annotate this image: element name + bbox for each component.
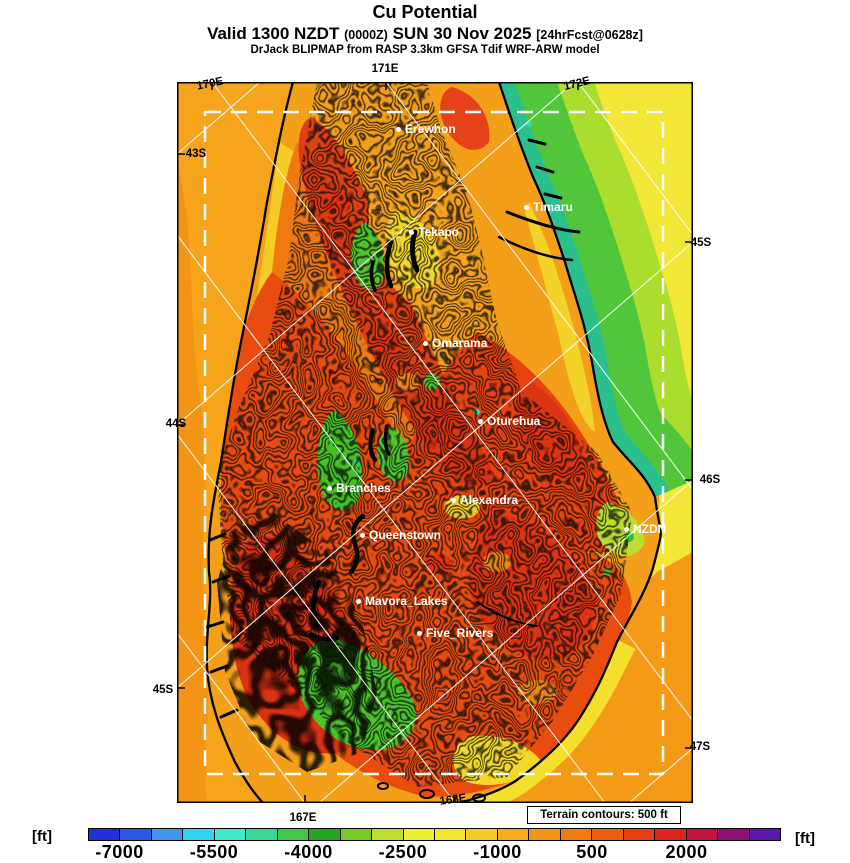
lat-lon-graticule: [177, 82, 693, 803]
colorbar-segment: [372, 829, 404, 840]
inner-domain-boundary: [203, 110, 665, 776]
city-label: Mavora_Lakes: [365, 594, 448, 608]
lat-label-45s-left: 45S: [152, 684, 174, 696]
city-marker-nzdn: NZDN: [624, 522, 666, 536]
colorbar-segment: [560, 829, 593, 840]
city-marker-branches: Branches: [327, 481, 391, 495]
city-label: NZDN: [633, 522, 667, 536]
colorbar-tick: -4000: [284, 842, 333, 862]
colorbar-segment: [623, 829, 656, 840]
model-description: DrJack BLIPMAP from RASP 3.3km GFSA Tdif…: [250, 44, 600, 57]
city-marker-alexandra: Alexandra: [451, 493, 518, 507]
city-dot-icon: [356, 598, 361, 604]
colorbar-segment: [749, 829, 780, 840]
colorbar-segment: [309, 829, 341, 840]
colorbar-segment: [277, 829, 310, 840]
colorbar-tick: -7000: [95, 842, 144, 862]
colorbar-tick: -2500: [378, 842, 428, 862]
lat-label-47s: 47S: [689, 741, 711, 753]
colorbar-segments: [88, 828, 781, 841]
city-dot-icon: [524, 204, 529, 210]
forecast-run: [24hrFcst@0628z]: [536, 27, 643, 42]
colorbar-tick-labels: -7000 -5500 -4000 -2500 -1000 500 2000: [88, 842, 781, 862]
colorbar-segment: [89, 829, 121, 840]
valid-time-line: Valid 1300 NZDT (0000Z) SUN 30 Nov 2025 …: [0, 24, 850, 44]
colorbar-segment: [686, 829, 719, 840]
city-dot-icon: [360, 532, 365, 538]
city-label: Omarama: [432, 336, 488, 350]
city-label: Timaru: [533, 200, 573, 214]
colorbar-unit-left: [ft]: [32, 828, 52, 845]
lat-label-44s: 44S: [165, 418, 187, 430]
title-block: Cu Potential Valid 1300 NZDT (0000Z) SUN…: [0, 2, 850, 57]
colorbar-segment: [592, 829, 624, 840]
colorbar-tick: 500: [576, 842, 608, 862]
city-dot-icon: [396, 126, 401, 132]
city-marker-five-rivers: Five_Rivers: [417, 626, 493, 640]
lat-label-43s: 43S: [185, 148, 207, 160]
city-label: Branches: [336, 481, 391, 495]
colorbar-segment: [340, 829, 373, 840]
forecast-map-image: [177, 82, 693, 803]
city-marker-timaru: Timaru: [524, 200, 573, 214]
city-dot-icon: [451, 497, 456, 503]
colorbar-segment: [120, 829, 152, 840]
city-marker-oturehua: Oturehua: [478, 414, 540, 428]
city-label: Tekapo: [418, 225, 460, 239]
colorbar-segment: [655, 829, 687, 840]
lon-label-171e: 171E: [371, 63, 399, 75]
city-dot-icon: [478, 418, 483, 424]
lat-label-45s-right: 45S: [690, 237, 712, 249]
colorbar-segment: [183, 829, 215, 840]
colorbar-segment: [214, 829, 247, 840]
city-dot-icon: [624, 526, 629, 532]
city-label: Five_Rivers: [426, 626, 494, 640]
city-marker-omarama: Omarama: [423, 336, 487, 350]
colorbar-segment: [246, 829, 278, 840]
colorbar-tick: -1000: [473, 842, 522, 862]
colorbar-segment: [466, 829, 498, 840]
city-marker-erewhon: Erewhon: [396, 122, 456, 136]
lon-label-168e: 168E: [438, 792, 468, 808]
city-dot-icon: [423, 340, 428, 346]
colorbar-segment: [151, 829, 184, 840]
lat-label-46s: 46S: [699, 474, 721, 486]
city-label: Queenstown: [369, 528, 442, 542]
city-marker-queenstown: Queenstown: [360, 528, 441, 542]
coastline: [205, 82, 662, 803]
city-marker-tekapo: Tekapo: [409, 225, 459, 239]
colorbar-segment: [497, 829, 530, 840]
colorbar-segment: [403, 829, 435, 840]
page-title: Cu Potential: [372, 2, 478, 22]
colorbar-tick: 2000: [665, 842, 708, 862]
colorbar-segment: [718, 829, 750, 840]
valid-time: Valid 1300 NZDT: [207, 23, 340, 43]
lakes-and-rivers: [205, 138, 581, 719]
city-label: Alexandra: [460, 493, 519, 507]
colorbar-segment: [434, 829, 467, 840]
city-label: Erewhon: [405, 122, 456, 136]
city-dot-icon: [409, 229, 414, 235]
valid-time-utc: (0000Z): [344, 27, 388, 42]
city-label: Oturehua: [487, 414, 541, 428]
city-marker-mavora-lakes: Mavora_Lakes: [356, 594, 448, 608]
colorbar-segment: [529, 829, 561, 840]
lon-label-167e: 167E: [289, 812, 317, 824]
terrain-contours-note: Terrain contours: 500 ft: [527, 806, 681, 824]
colorbar-tick: -5500: [189, 842, 239, 862]
valid-date: SUN 30 Nov 2025: [392, 23, 532, 43]
colorbar-unit-right: [ft]: [795, 830, 815, 847]
city-dot-icon: [417, 630, 422, 636]
city-dot-icon: [327, 485, 332, 491]
map-frame: [177, 82, 693, 803]
